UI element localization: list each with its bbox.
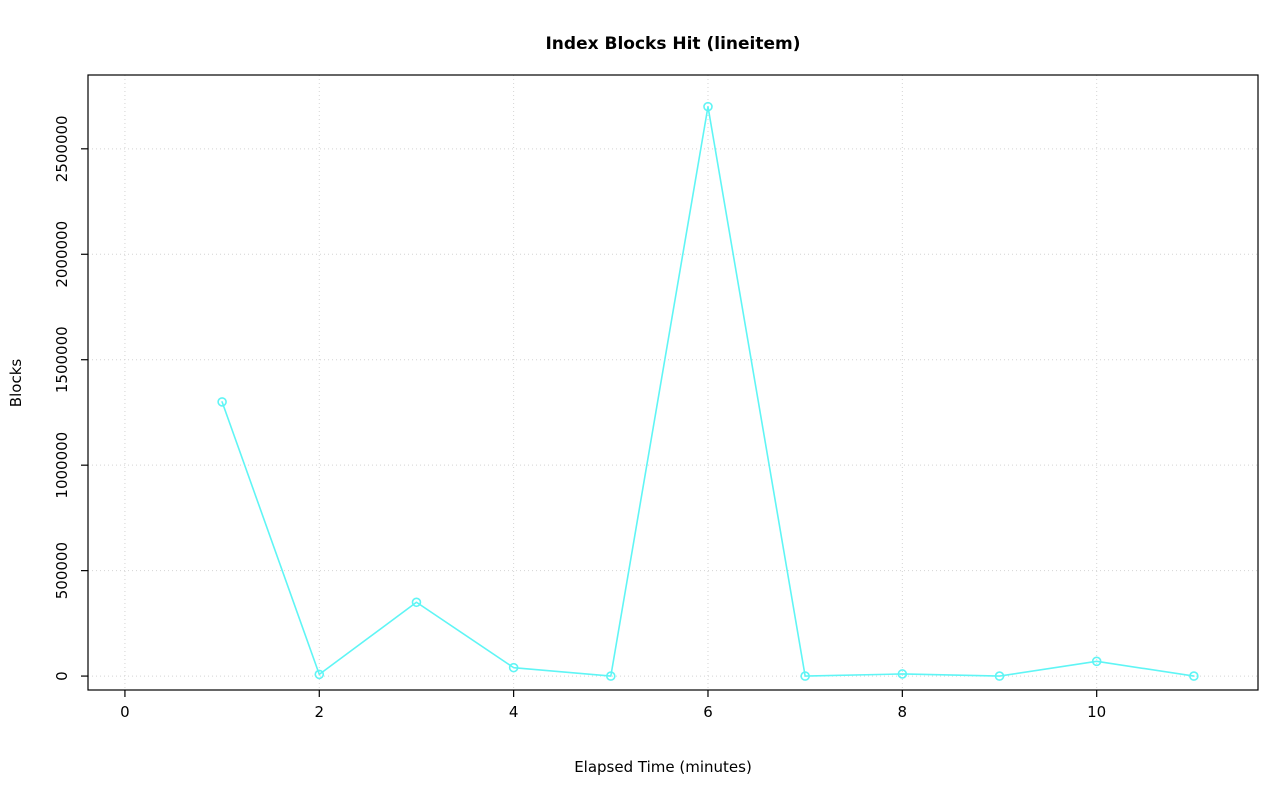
data-point xyxy=(411,597,422,608)
data-point xyxy=(217,397,227,407)
data-point xyxy=(1189,671,1199,681)
x-axis-label: Elapsed Time (minutes) xyxy=(574,758,752,776)
data-point xyxy=(800,671,810,681)
data-point xyxy=(508,662,519,673)
data-point xyxy=(606,671,616,681)
x-axis-tick-label: 4 xyxy=(509,703,519,721)
y-axis-tick-label: 1000000 xyxy=(53,432,71,499)
x-axis-tick-label: 8 xyxy=(898,703,908,721)
grid-lines xyxy=(88,75,1258,690)
y-axis-label: Blocks xyxy=(7,359,25,408)
y-axis-tick-label: 2000000 xyxy=(53,221,71,288)
y-axis-tick-label: 0 xyxy=(53,671,71,681)
y-axis-tick-label: 2500000 xyxy=(53,115,71,182)
series-line xyxy=(221,105,1195,677)
data-point xyxy=(314,669,325,680)
x-axis-tick-label: 10 xyxy=(1087,703,1106,721)
x-axis-tick-label: 6 xyxy=(703,703,713,721)
data-point xyxy=(1091,656,1102,667)
x-axis-tick-label: 2 xyxy=(315,703,325,721)
plot-border xyxy=(87,74,1259,691)
y-axis-tick-label: 500000 xyxy=(53,542,71,599)
data-point xyxy=(897,669,908,679)
chart-title: Index Blocks Hit (lineitem) xyxy=(545,34,800,54)
data-point xyxy=(994,671,1005,681)
x-axis-tick-label: 0 xyxy=(120,703,130,721)
data-series xyxy=(217,101,1199,681)
data-point xyxy=(703,101,713,112)
axes: 0 2 4 6 8 10 0 500000 1000000 1500000 2000000 25000… xyxy=(53,115,1106,721)
y-axis-tick-label: 1500000 xyxy=(53,326,71,393)
